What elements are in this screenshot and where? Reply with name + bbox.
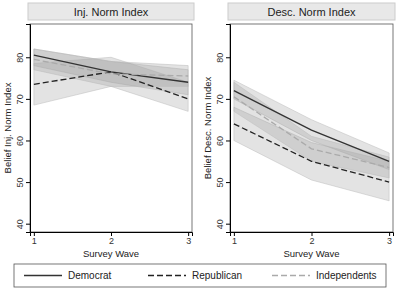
tick-label: 80 [215,53,225,63]
legend-swatch [24,275,62,276]
tick-label: 60 [215,136,225,146]
tick-mark [26,182,30,183]
tick-mark [26,57,30,58]
tick: 50 [215,178,230,188]
tick: 50 [15,178,30,188]
tick: 80 [15,53,30,63]
tick-mark [226,99,230,100]
y-axis-title: Belief Desc. Norm Index [202,77,213,180]
panel: Desc. Norm Index 40 50 60 70 80 1 2 3 Survey Wave… [202,3,395,259]
tick: 80 [215,53,230,63]
title: Desc. Norm Index [267,6,356,18]
tick: 2 [309,232,314,246]
tick: 1 [232,232,237,246]
tick-mark [226,140,230,141]
legend-box [14,264,386,287]
tick: 70 [15,94,30,104]
x-axis: 1 2 3 [231,232,394,246]
tick: 40 [15,219,30,229]
axis-line [226,25,231,233]
tick: 40 [215,219,230,229]
plot-area [34,49,188,111]
plot-frame [230,24,393,232]
tick: 1 [32,232,37,246]
y-axis: 40 50 60 70 80 [215,25,231,233]
tick-label: 80 [15,53,25,63]
plot-frame [30,24,192,232]
legend-swatch [148,275,186,276]
panel: Inj. Norm Index 40 50 60 70 80 1 2 3 Survey Wave B… [2,3,194,259]
plot-area [234,80,389,201]
tick: 3 [387,232,392,246]
title-bar [228,3,395,20]
tick-label: 3 [387,236,392,246]
tick: 3 [186,232,191,246]
tick-label: 3 [186,236,191,246]
legend-label: Republican [192,270,242,281]
title: Inj. Norm Index [74,6,149,18]
tick-mark [226,57,230,58]
legend: Democrat Republican Independents [14,264,386,287]
legend-label: Democrat [68,270,112,281]
y-axis: 40 50 60 70 80 [15,25,31,233]
tick-mark [226,182,230,183]
axis-line [26,25,31,233]
y-axis-title: Belief Inj. Norm Index [2,82,13,173]
tick: 70 [215,94,230,104]
x-axis: 1 2 3 [31,232,193,246]
tick: 60 [15,136,30,146]
confidence-band [234,82,389,178]
series-line [234,97,389,168]
tick: 2 [109,232,114,246]
tick-label: 1 [32,236,37,246]
tick-mark [26,224,30,225]
tick-label: 50 [15,178,25,188]
series-line [34,72,188,99]
tick-label: 50 [215,178,225,188]
title-bar [28,3,194,20]
tick-label: 70 [15,94,25,104]
series-line [34,55,188,82]
legend-swatch [272,275,310,276]
tick-mark [226,224,230,225]
tick-label: 40 [215,219,225,229]
tick-label: 1 [232,236,237,246]
tick-label: 2 [309,236,314,246]
series-line [234,124,389,182]
tick-label: 2 [109,236,114,246]
series-line [234,91,389,162]
tick: 60 [215,136,230,146]
x-axis-title: Survey Wave [83,248,139,259]
tick-label: 60 [15,136,25,146]
tick-mark [26,140,30,141]
legend-label: Independents [316,270,377,281]
chart: Inj. Norm Index 40 50 60 70 80 1 2 3 Survey Wave B… [0,0,400,292]
tick-mark [26,99,30,100]
series-line [34,59,188,76]
tick-label: 40 [15,219,25,229]
x-axis-title: Survey Wave [283,248,339,259]
tick-label: 70 [215,94,225,104]
